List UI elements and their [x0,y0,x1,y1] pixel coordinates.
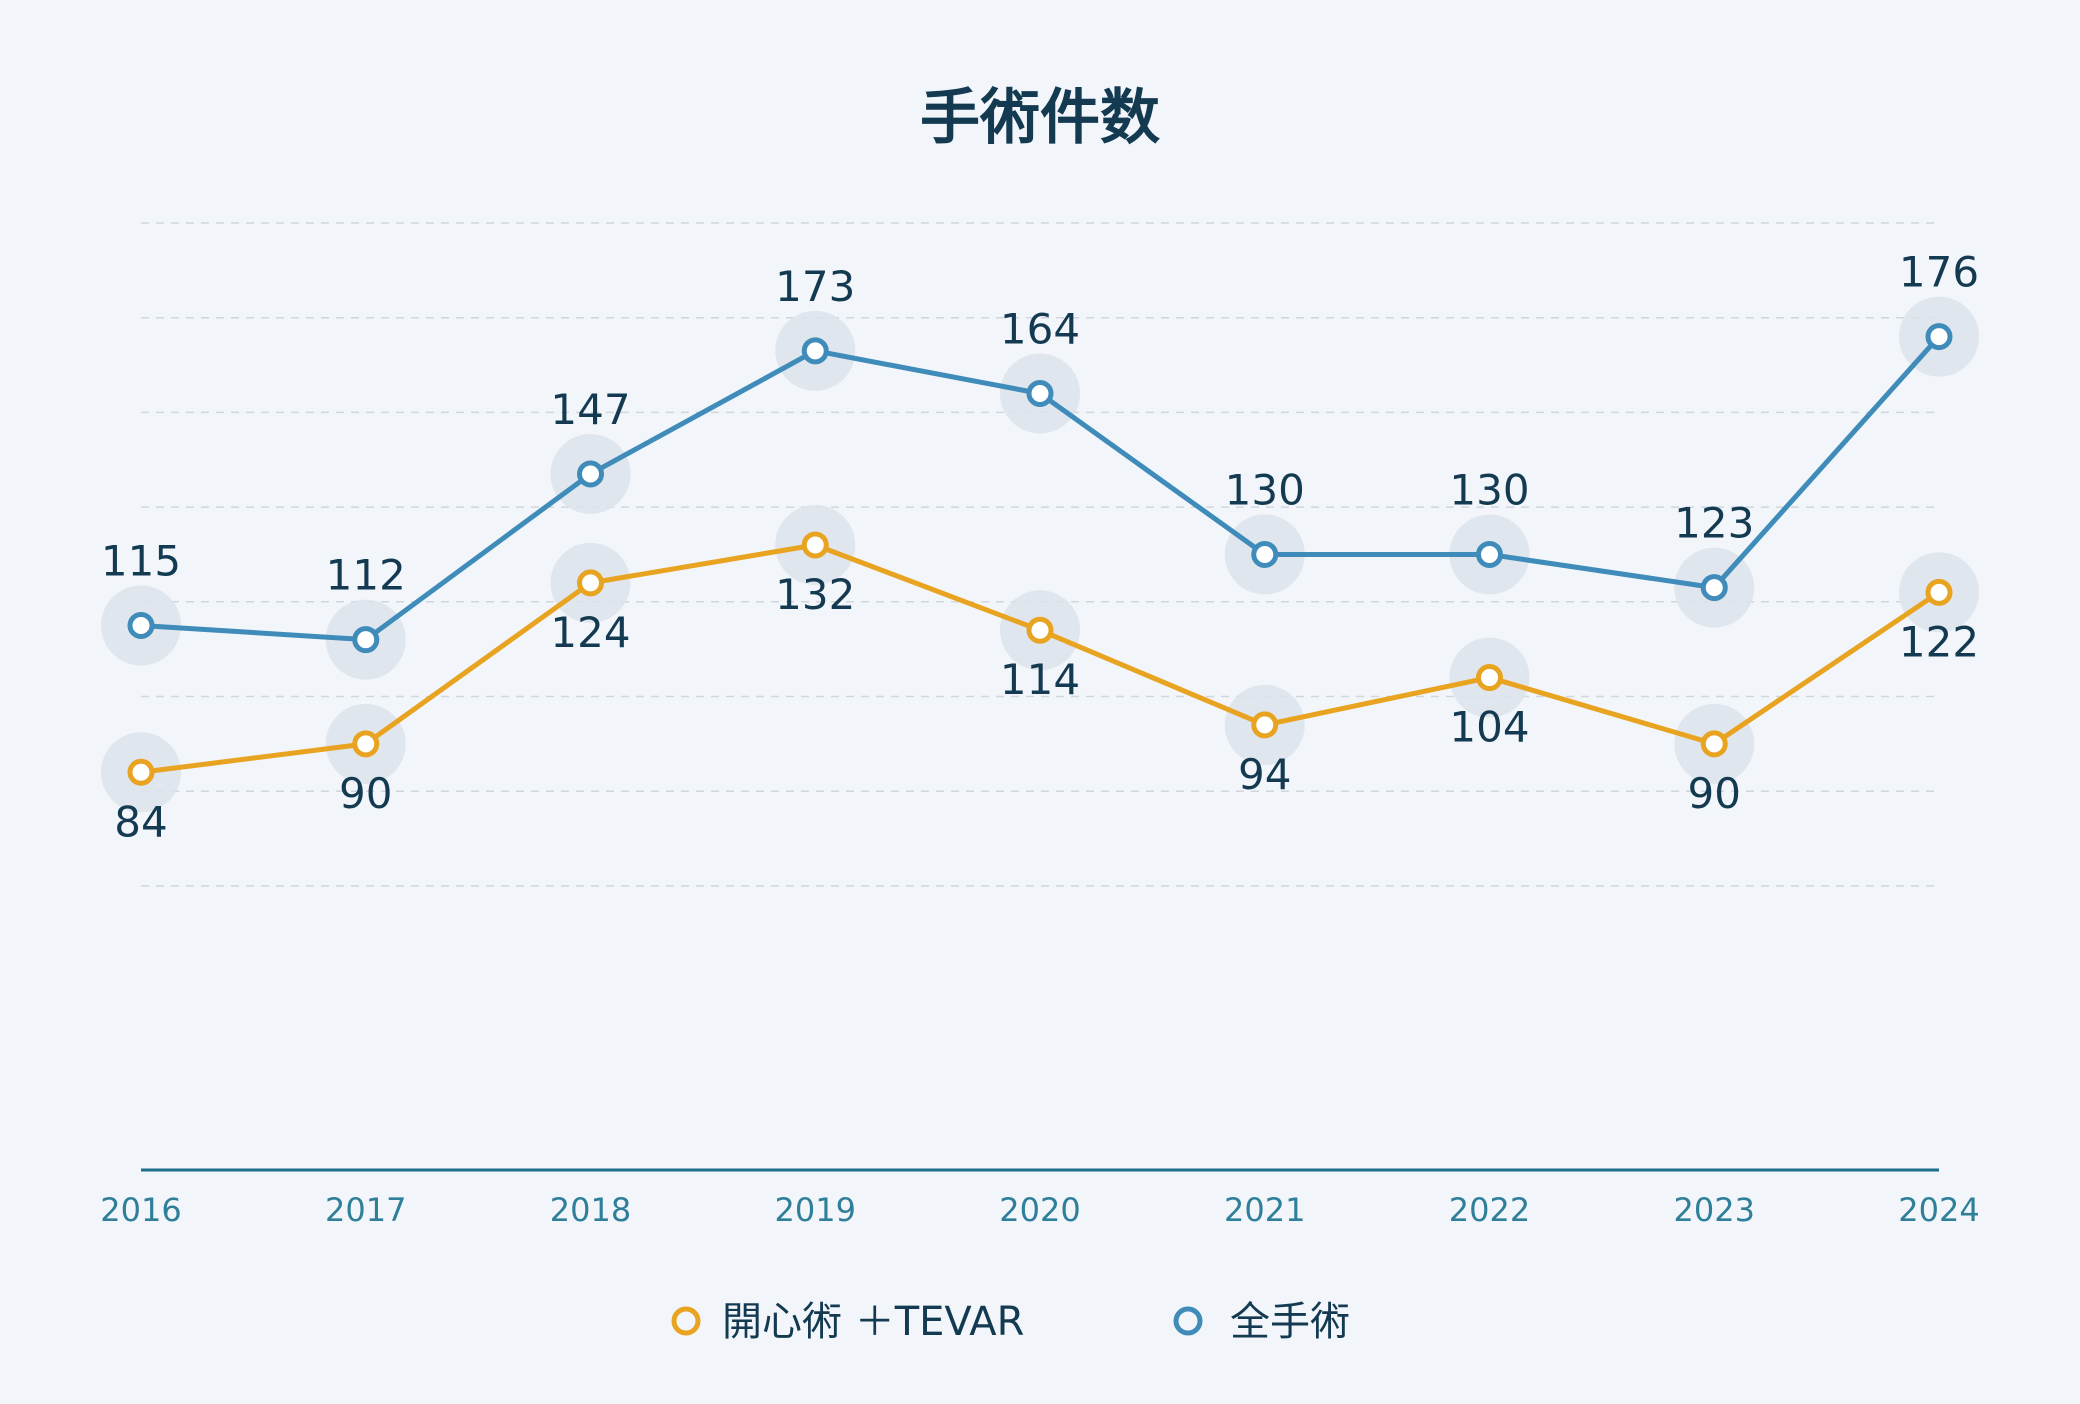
data-point [352,730,380,758]
x-tick-label: 2018 [550,1191,631,1229]
legend: 開心術 ＋TEVAR 全手術 [671,1299,1350,1345]
x-tick-label: 2020 [999,1191,1080,1229]
data-label: 90 [1688,769,1741,818]
data-label: 104 [1449,703,1529,752]
x-tick-label: 2019 [775,1191,856,1229]
legend-label: 全手術 [1230,1299,1350,1345]
data-label: 94 [1238,750,1291,799]
data-point [1026,616,1054,644]
data-point [801,337,829,365]
x-tick-label: 2017 [325,1191,406,1229]
data-point [1700,574,1728,602]
data-point [1251,711,1279,739]
x-tick-label: 2023 [1674,1191,1755,1229]
data-point [1925,323,1953,351]
data-point [1251,540,1279,568]
data-label: 164 [1000,304,1080,353]
legend-marker [671,1306,701,1336]
series-group: 84 90 124 132 114 94 104 90 122 115 112 147 173 164 13… [101,248,1979,847]
x-tick-label: 2021 [1224,1191,1305,1229]
x-axis-ticks: 2016 2017 2018 2019 2020 2021 2022 2023 2024 [100,1191,1979,1229]
x-tick-label: 2022 [1449,1191,1530,1229]
legend-label: 開心術 ＋TEVAR [722,1299,1024,1345]
data-point [577,460,604,488]
data-label: 115 [101,536,181,585]
series-open-tevar: 84 90 124 132 114 94 104 90 122 [101,504,1979,846]
data-point [352,626,380,654]
data-label: 147 [550,385,630,434]
x-tick-label: 2024 [1898,1191,1979,1229]
legend-marker [1173,1306,1203,1336]
data-point [127,758,155,786]
data-point [1476,540,1503,568]
data-point [801,531,829,559]
data-label: 90 [339,769,392,818]
data-label: 112 [326,551,406,600]
data-label: 84 [114,797,167,846]
legend-item: 全手術 [1173,1299,1350,1345]
data-label: 130 [1225,465,1305,514]
data-label: 123 [1674,499,1754,548]
data-point [577,569,604,597]
data-point [1700,730,1728,758]
data-point [127,611,155,639]
data-label: 132 [775,570,855,619]
data-label: 130 [1449,465,1529,514]
data-point [1026,379,1054,407]
legend-item: 開心術 ＋TEVAR [671,1299,1024,1345]
data-point [1925,578,1953,606]
chart-title: 手術件数 [920,83,1160,153]
data-label: 114 [1000,655,1080,704]
data-point [1476,664,1503,692]
data-label: 176 [1899,248,1979,297]
series-all-surgery: 115 112 147 173 164 130 130 123 176 [101,248,1979,680]
data-label: 122 [1899,617,1979,666]
data-label: 173 [775,262,855,311]
data-label: 124 [550,608,630,657]
x-tick-label: 2016 [100,1191,181,1229]
